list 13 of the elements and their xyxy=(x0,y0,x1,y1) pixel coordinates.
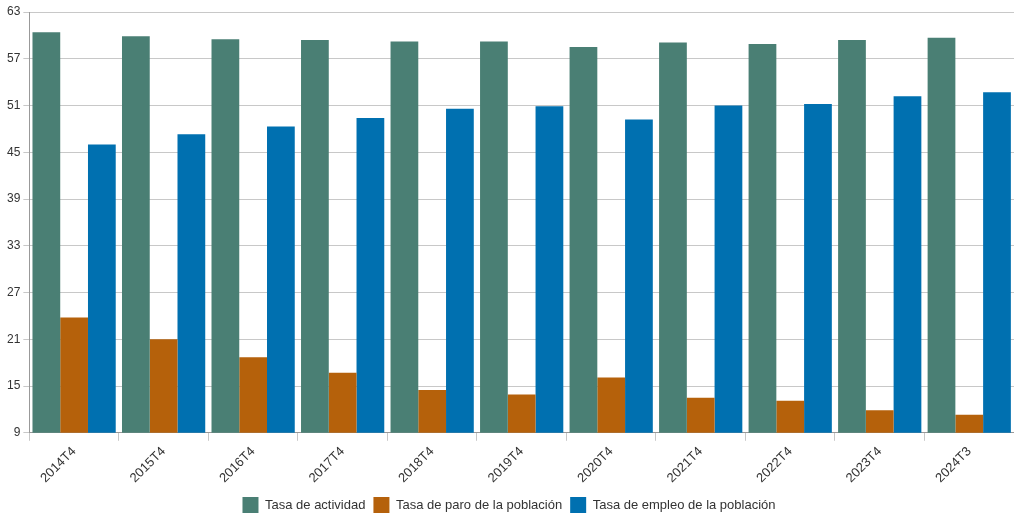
y-tick-label: 51 xyxy=(6,97,21,112)
y-tick-label: 45 xyxy=(6,144,21,159)
legend-label: Tasa de paro de la población xyxy=(395,496,563,512)
y-tick-label: 15 xyxy=(6,378,21,393)
y-tick-label: 27 xyxy=(6,284,21,299)
legend-label: Tasa de actividad xyxy=(264,496,366,512)
y-tick-label: 57 xyxy=(6,51,21,66)
y-tick-label: 63 xyxy=(6,4,21,19)
y-tick-label: 9 xyxy=(13,425,21,440)
y-tick-label: 39 xyxy=(6,191,21,206)
y-tick-label: 33 xyxy=(6,238,21,253)
legend-label: Tasa de empleo de la población xyxy=(592,496,776,512)
y-tick-label: 21 xyxy=(6,331,21,346)
